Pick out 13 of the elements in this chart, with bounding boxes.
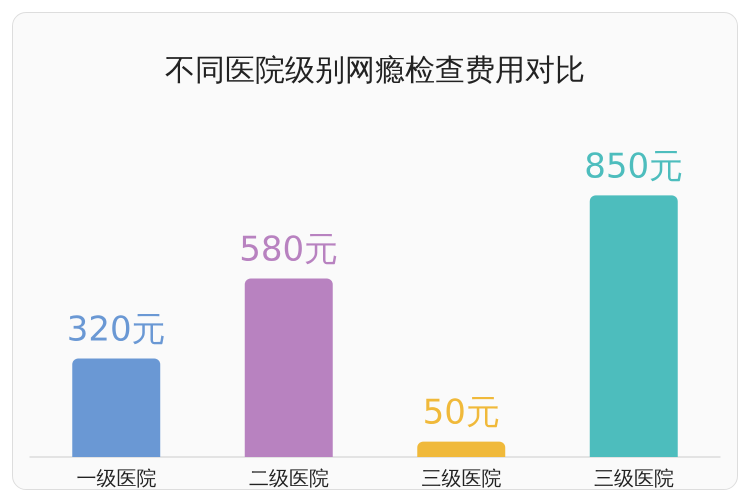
data-label: 50元 [422,392,500,433]
bar [590,195,678,457]
data-label: 320元 [66,310,166,350]
x-tick-label: 三级医院 [421,466,502,490]
bar [244,278,333,457]
x-tick-label: 三级医院 [594,466,674,490]
data-label: 580元 [239,229,338,270]
bar [72,358,160,457]
x-tick-label: 一级医院 [76,466,156,490]
bar [417,442,506,457]
data-label: 850元 [584,146,684,186]
x-tick-label: 二级医院 [248,466,329,490]
chart-title: 不同医院级别网瘾检查费用对比 [164,52,586,90]
